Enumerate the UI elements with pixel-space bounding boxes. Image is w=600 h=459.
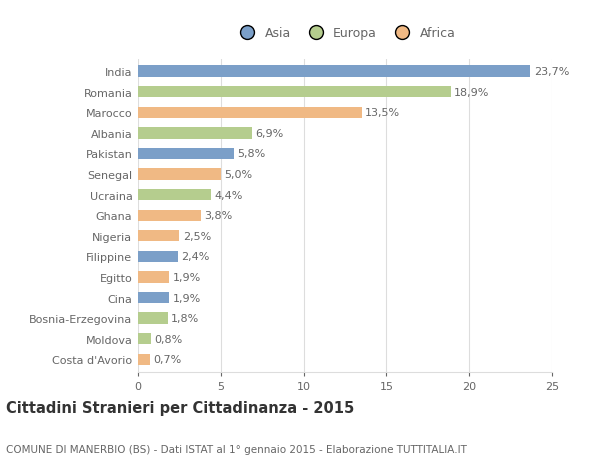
- Text: 0,8%: 0,8%: [155, 334, 183, 344]
- Text: 5,0%: 5,0%: [224, 170, 252, 179]
- Text: 2,5%: 2,5%: [183, 231, 211, 241]
- Text: 2,4%: 2,4%: [181, 252, 209, 262]
- Text: 1,9%: 1,9%: [173, 293, 201, 303]
- Bar: [138, 169, 221, 180]
- Text: 1,8%: 1,8%: [171, 313, 199, 324]
- Legend: Asia, Europa, Africa: Asia, Europa, Africa: [229, 22, 461, 45]
- Text: Cittadini Stranieri per Cittadinanza - 2015: Cittadini Stranieri per Cittadinanza - 2…: [6, 400, 354, 415]
- Text: 6,9%: 6,9%: [256, 129, 284, 139]
- Text: 5,8%: 5,8%: [238, 149, 266, 159]
- Bar: [138, 313, 168, 324]
- Bar: [138, 292, 169, 303]
- Bar: [138, 148, 234, 160]
- Bar: [138, 272, 169, 283]
- Bar: [138, 87, 451, 98]
- Bar: [138, 230, 179, 242]
- Bar: [138, 67, 530, 78]
- Text: 3,8%: 3,8%: [204, 211, 232, 221]
- Bar: [138, 251, 178, 263]
- Bar: [138, 210, 201, 221]
- Bar: [138, 190, 211, 201]
- Text: 18,9%: 18,9%: [454, 88, 490, 97]
- Bar: [138, 333, 151, 345]
- Text: COMUNE DI MANERBIO (BS) - Dati ISTAT al 1° gennaio 2015 - Elaborazione TUTTITALI: COMUNE DI MANERBIO (BS) - Dati ISTAT al …: [6, 444, 467, 454]
- Text: 0,7%: 0,7%: [153, 354, 181, 364]
- Text: 4,4%: 4,4%: [214, 190, 242, 200]
- Text: 23,7%: 23,7%: [534, 67, 569, 77]
- Bar: [138, 128, 252, 139]
- Text: 13,5%: 13,5%: [365, 108, 400, 118]
- Bar: [138, 354, 149, 365]
- Text: 1,9%: 1,9%: [173, 272, 201, 282]
- Bar: [138, 107, 362, 119]
